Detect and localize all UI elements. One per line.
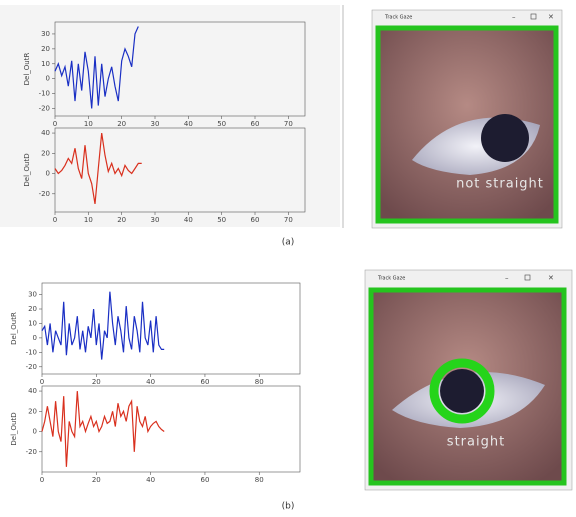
x-tick-label: 60 [200,378,209,386]
x-tick-label: 20 [117,120,126,128]
x-tick-label: 10 [84,216,93,224]
y-tick-label: 20 [28,305,37,313]
y-tick-label: 40 [41,129,50,137]
x-tick-label: 40 [146,378,155,386]
y-tick-label: 30 [41,30,50,38]
maximize-button[interactable] [524,274,531,281]
axes-frame [54,127,306,213]
x-tick-label: 70 [284,120,293,128]
minimize-button[interactable]: – [505,274,509,282]
gaze-status: straight [447,435,505,450]
x-tick-label: 80 [255,476,264,484]
x-tick-label: 0 [40,378,44,386]
x-tick-label: 60 [200,476,209,484]
y-tick-label: 0 [33,334,37,342]
y-tick-label: -10 [26,348,37,356]
data-line [54,26,139,109]
y-axis-label: Del_OutD [10,412,18,445]
y-tick-label: 10 [41,60,50,68]
x-tick-label: 70 [284,216,293,224]
data-line [41,391,165,467]
iris [440,369,484,413]
x-tick-label: 40 [184,120,193,128]
x-tick-label: 0 [53,216,57,224]
x-tick-label: 10 [84,120,93,128]
close-button[interactable]: ✕ [548,274,554,282]
data-line [41,291,165,360]
caption: (b) [282,502,295,512]
x-tick-label: 20 [117,216,126,224]
maximize-button[interactable] [530,13,537,20]
window-title: Track Gaze [377,276,405,282]
x-tick-label: 30 [151,216,160,224]
y-tick-label: 40 [28,387,37,395]
x-tick-label: 60 [251,216,260,224]
y-tick-label: -20 [26,448,37,456]
x-tick-label: 60 [251,120,260,128]
minimize-button[interactable]: – [512,13,516,21]
y-axis-label: Del_OutD [23,153,31,186]
y-tick-label: 20 [41,149,50,157]
axes-frame [41,385,301,473]
y-tick-label: 20 [28,407,37,415]
data-line [54,133,142,204]
x-tick-label: 0 [40,476,44,484]
y-tick-label: -20 [39,105,50,113]
axes-frame [54,21,306,117]
y-tick-label: 20 [41,45,50,53]
y-tick-label: 30 [28,291,37,299]
close-button[interactable]: ✕ [548,13,554,21]
x-tick-label: 40 [146,476,155,484]
x-tick-label: 40 [184,216,193,224]
caption: (a) [282,238,295,248]
x-tick-label: 80 [255,378,264,386]
gaze-status: not straight [456,177,544,192]
x-tick-label: 50 [217,120,226,128]
y-tick-label: 10 [28,319,37,327]
y-axis-label: Del_OutR [10,312,18,345]
y-tick-label: 0 [46,75,50,83]
y-tick-label: 0 [46,170,50,178]
x-tick-label: 0 [53,120,57,128]
x-tick-label: 20 [92,476,101,484]
x-tick-label: 30 [151,120,160,128]
axes-frame [41,282,301,375]
y-axis-label: Del_OutR [23,53,31,86]
iris [481,114,529,162]
y-tick-label: -20 [39,190,50,198]
y-tick-label: -20 [26,363,37,371]
x-tick-label: 50 [217,216,226,224]
y-tick-label: 0 [33,428,37,436]
window-title: Track Gaze [384,15,412,21]
x-tick-label: 20 [92,378,101,386]
iris-marker [429,358,495,424]
y-tick-label: -10 [39,90,50,98]
